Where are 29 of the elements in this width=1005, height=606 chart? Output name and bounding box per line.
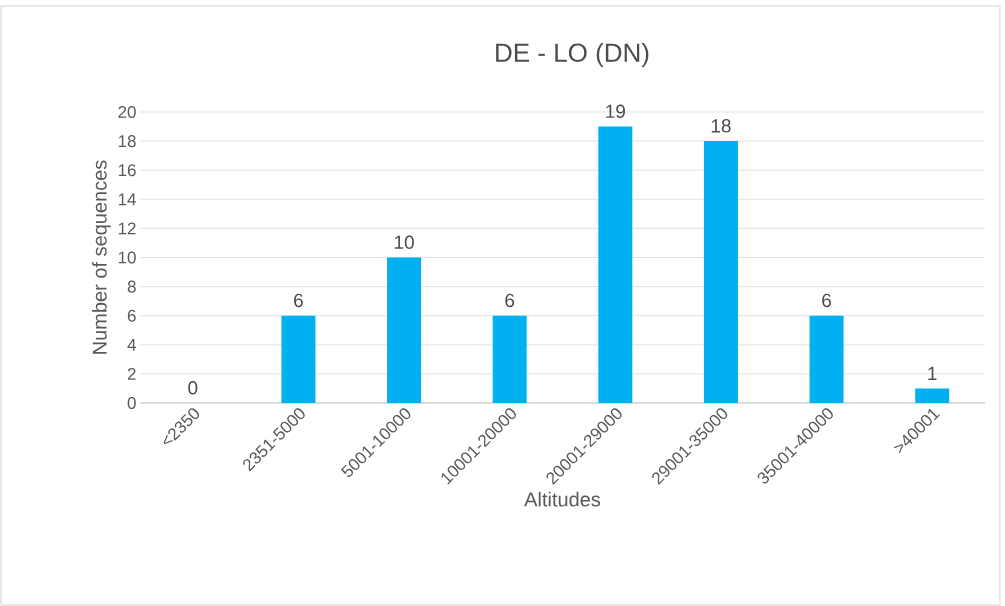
y-tick-label: 4: [127, 338, 136, 351]
data-label: 6: [822, 293, 831, 308]
bar: [598, 126, 633, 403]
y-tick-label: 8: [127, 280, 136, 293]
y-tick-label: 2: [127, 367, 136, 380]
y-tick-label: 18: [118, 135, 136, 148]
data-label: 18: [711, 119, 731, 133]
bar: [703, 141, 738, 403]
bar: [915, 388, 950, 403]
y-tick-label: 0: [127, 396, 136, 410]
y-axis-title: Number of sequences: [92, 160, 111, 354]
data-label: 0: [188, 381, 198, 395]
data-label: 1: [928, 366, 937, 380]
data-label: 19: [606, 104, 625, 119]
y-tick-label: 10: [118, 251, 136, 264]
y-tick-label: 12: [118, 222, 136, 235]
bar: [809, 315, 844, 403]
y-tick-label: 20: [118, 105, 136, 119]
x-axis-title: Altitudes: [524, 491, 601, 507]
bar: [387, 257, 422, 403]
data-label: 6: [294, 293, 303, 308]
bar: [281, 315, 316, 403]
data-label: 10: [394, 235, 414, 249]
data-label: 6: [505, 293, 515, 308]
chart-title: DE - LO (DN): [496, 42, 649, 68]
y-tick-label: 16: [118, 164, 136, 177]
y-tick-label: 6: [127, 309, 136, 322]
bar: [492, 315, 527, 403]
y-tick-label: 14: [118, 193, 136, 206]
